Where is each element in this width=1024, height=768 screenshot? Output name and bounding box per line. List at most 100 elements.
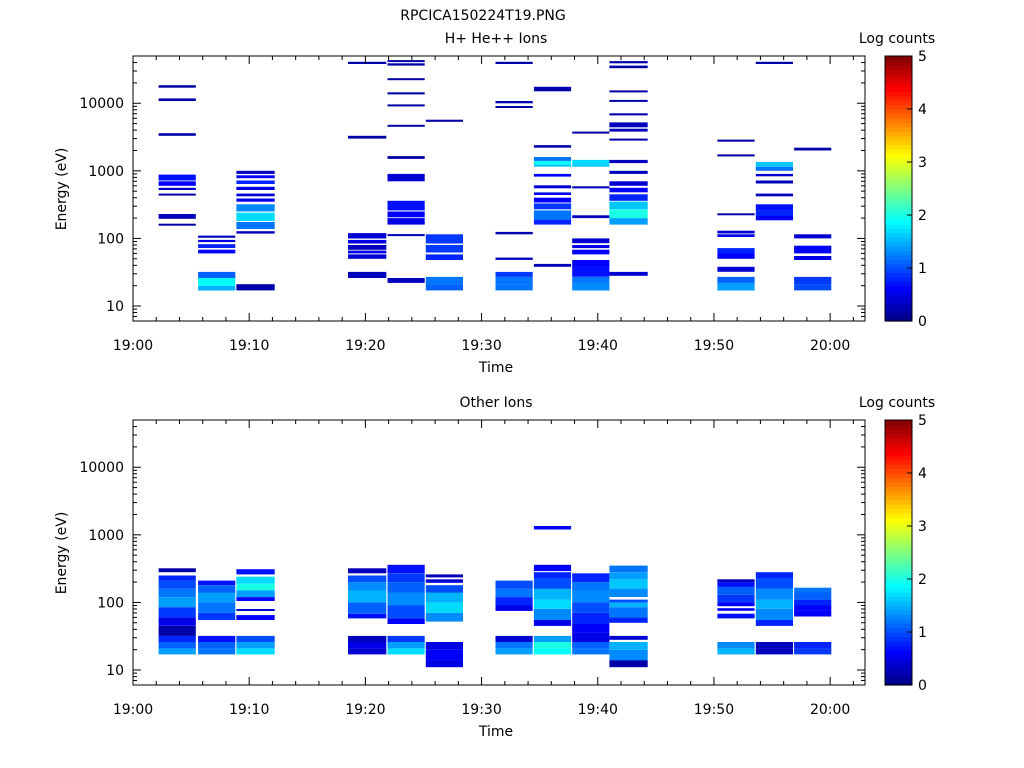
heatmap-cell [158,575,196,581]
heatmap-cell [158,223,196,226]
heatmap-cell [158,187,196,190]
heatmap-cell [572,590,610,603]
heatmap-cell [387,564,425,574]
heatmap-cells [158,526,832,668]
heatmap-cell [609,138,648,141]
colorbar-segment [885,126,912,132]
colorbar-segment [885,303,912,309]
heatmap-cell [717,266,755,272]
colorbar-segment [885,166,912,172]
x-tick-label: 19:00 [113,338,153,354]
colorbar-segment [885,526,912,532]
colorbar-segment [885,499,912,505]
colorbar-segment [885,428,912,434]
heatmap-cell [572,186,610,189]
heatmap-cell [348,271,387,278]
heatmap-cell [425,592,463,603]
heatmap-cell [572,648,610,655]
colorbar-segment [885,113,912,119]
heatmap-cell [572,245,610,249]
heatmap-cell [572,238,610,244]
colorbar-segment [885,627,912,633]
heatmap-cell [717,594,755,603]
colorbar-segment [885,254,912,260]
colorbar-segment [885,139,912,145]
colorbar: 0 1 2 3 4 5 [884,49,927,330]
heatmap-cell [755,173,793,177]
x-tick-label: 19:20 [345,338,385,354]
x-tick-label: 19:40 [578,702,618,718]
heatmap-cell [425,119,463,122]
colorbar: 0 1 2 3 4 5 [884,413,927,694]
colorbar-segment [885,232,912,238]
heatmap-cell [348,648,387,655]
heatmap-cell [717,234,755,237]
heatmap-cell [387,642,425,649]
colorbar-segment [885,294,912,300]
x-axis: 19:00 19:10 19:20 19:30 19:40 19:50 20:00 [113,56,854,354]
heatmap-cell [533,192,572,195]
heatmap-cell [236,212,275,222]
heatmap-cell [609,660,648,668]
colorbar-segment [885,263,912,269]
heatmap-cell [425,579,463,583]
heatmap-cell [533,620,572,626]
colorbar-segment [885,468,912,474]
heatmap-cell [236,186,275,190]
colorbar-segment [885,73,912,79]
heatmap-cell [387,234,425,237]
heatmap-cell [425,276,463,285]
y-tick-label: 1000 [88,528,124,544]
colorbar-segment [885,609,912,615]
heatmap-cell [387,60,425,63]
colorbar-segment [885,623,912,629]
colorbar-segment [885,184,912,190]
colorbar-segment [885,649,912,655]
heatmap-cell [387,104,425,107]
heatmap-cell [158,85,196,88]
heatmap-cell [794,284,832,291]
y-axis: 10 100 1000 10000 [79,55,865,322]
colorbar-segment [885,307,912,313]
heatmap-cell [495,257,533,260]
colorbar-tick-label: 2 [918,572,927,588]
heatmap-cell [755,588,793,600]
colorbar-segment [885,636,912,642]
heatmap-cell [609,194,648,201]
colorbar-tick-label: 3 [918,519,927,535]
heatmap-cell [236,648,275,655]
heatmap-cell [755,648,793,655]
x-tick-label: 19:10 [229,702,269,718]
y-tick-label: 100 [97,231,124,247]
y-axis: 10 100 1000 10000 [79,419,865,686]
heatmap-cell [348,582,387,591]
colorbar-segment [885,561,912,567]
heatmap-cell [158,617,196,626]
heatmap-cell [158,625,196,636]
heatmap-cell [609,617,648,623]
heatmap-cell [236,231,275,234]
page-title: RPCICA150224T19.PNG [400,8,565,24]
colorbar-segment [885,228,912,234]
colorbar-segment [885,272,912,278]
colorbar-frame [884,419,913,686]
heatmap-cell [495,597,533,606]
heatmap-cell [572,159,610,165]
colorbar-segment [885,290,912,296]
heatmap-cell [348,590,387,603]
colorbar-segment [885,437,912,443]
heatmap-cell [425,642,463,650]
heatmap-cell [387,78,425,81]
heatmap-cell [198,244,236,248]
colorbar-segment [885,192,912,198]
colorbar-segment [885,539,912,545]
heatmap-cell [794,245,832,254]
heatmap-cell [717,282,755,291]
heatmap-cell [198,271,236,278]
heatmap-cell [236,175,275,179]
colorbar-segment [885,157,912,163]
heatmap-cell [387,218,425,225]
heatmap-cell [495,284,533,291]
heatmap-cell [572,602,610,613]
x-tick-label: 19:30 [461,702,501,718]
